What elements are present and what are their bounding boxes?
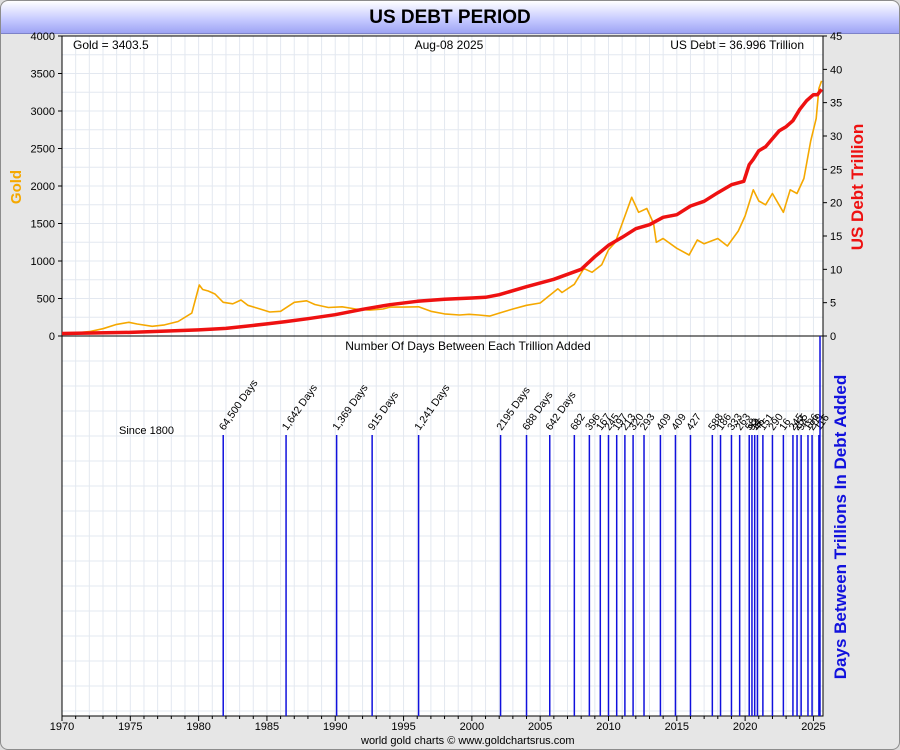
y-left-tick-label: 2000 (31, 181, 55, 193)
y-left-tick-label: 1500 (31, 219, 55, 231)
debt-readout: US Debt = 36.996 Trillion (670, 38, 804, 52)
x-tick-label: 1975 (118, 721, 142, 733)
x-tick-label: 1980 (186, 721, 210, 733)
y-right-tick-label: 5 (830, 298, 836, 310)
y-right-tick-label: 15 (830, 231, 842, 243)
y-left-tick-label: 2500 (31, 144, 55, 156)
x-tick-label: 2000 (460, 721, 484, 733)
x-tick-label: 1990 (323, 721, 347, 733)
gold-price-line (61, 80, 823, 335)
us-debt-line (61, 88, 823, 336)
plot-background (62, 36, 823, 716)
y-right-tick-label: 20 (830, 198, 842, 210)
y-left-tick-label: 0 (49, 331, 55, 343)
y-bottom-axis-title: Days Between Trillions In Debt Added (831, 375, 850, 679)
y-right-tick-label: 10 (830, 264, 842, 276)
y-left-tick-label: 3000 (31, 106, 55, 118)
x-tick-label: 1985 (255, 721, 279, 733)
bottom-panel-frame (61, 335, 824, 717)
y-left-tick-label: 500 (37, 294, 55, 306)
date-readout: Aug-08 2025 (415, 38, 484, 52)
y-right-tick-label: 30 (830, 131, 842, 143)
y-left-axis-title: Gold (8, 170, 25, 204)
since-1800-note: Since 1800 (119, 425, 174, 437)
footer-credit: world gold charts © www.goldchartsrus.co… (361, 735, 575, 747)
x-tick-label: 2025 (801, 721, 825, 733)
gold-price-readout: Gold = 3403.5 (73, 38, 149, 52)
bottom-panel-title: Number Of Days Between Each Trillion Add… (345, 339, 590, 353)
x-tick-label: 2020 (733, 721, 757, 733)
chart-title: US DEBT PERIOD (369, 7, 531, 28)
x-tick-label: 1970 (50, 721, 74, 733)
x-tick-label: 2010 (596, 721, 620, 733)
y-right-tick-label: 0 (830, 331, 836, 343)
x-tick-label: 1995 (391, 721, 415, 733)
title-bar: US DEBT PERIOD (1, 1, 899, 34)
y-right-tick-label: 25 (830, 164, 842, 176)
y-right-axis-title: US Debt Trillion (848, 124, 867, 251)
x-tick-label: 2005 (528, 721, 552, 733)
x-tick-label: 2015 (665, 721, 689, 733)
y-left-tick-label: 4000 (31, 31, 55, 43)
y-right-tick-label: 35 (830, 98, 842, 110)
y-right-tick-label: 40 (830, 64, 842, 76)
y-left-tick-label: 1000 (31, 256, 55, 268)
y-right-tick-label: 45 (830, 31, 842, 43)
y-left-tick-label: 3500 (31, 69, 55, 81)
